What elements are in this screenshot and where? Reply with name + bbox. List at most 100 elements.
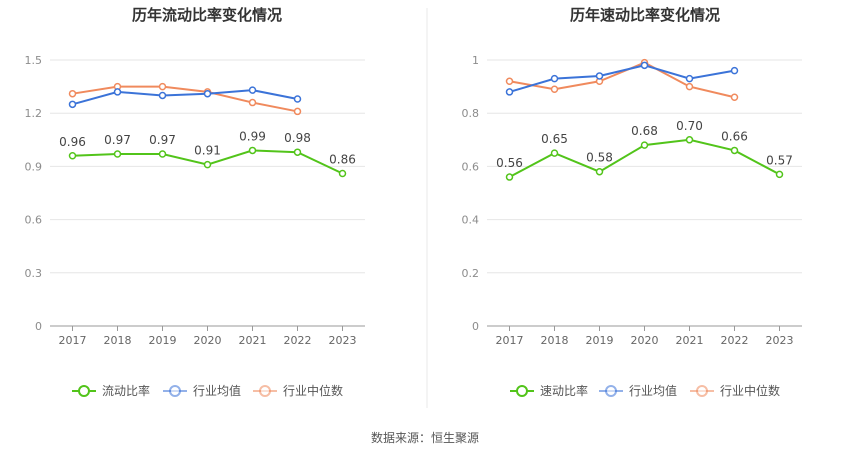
series-point	[248, 86, 257, 94]
series-line	[72, 85, 298, 113]
y-tick-label: 0.6	[462, 160, 480, 173]
series-point	[595, 72, 604, 80]
series-point	[550, 85, 559, 94]
series-point	[68, 100, 77, 109]
series-point	[685, 82, 694, 91]
x-tick-label: 2018	[104, 334, 132, 347]
x-tick-label: 2017	[59, 334, 87, 347]
legend-swatch-marker	[78, 385, 90, 397]
chart-2: 历年速动比率变化情况 0 0.2 0.4 0.6 0.8 1 2017 2018 2019 2020…	[462, 6, 802, 398]
x-tick-label: 2020	[631, 334, 659, 347]
legend-swatch-marker	[605, 385, 617, 397]
series-point	[640, 61, 649, 70]
legend-label: 流动比率	[102, 383, 150, 398]
series-point	[550, 149, 559, 157]
data-label: 0.56	[496, 156, 523, 170]
series-point	[730, 66, 739, 75]
legend-label: 速动比率	[540, 383, 588, 398]
series-point	[685, 74, 694, 83]
y-tick-label: 0.6	[25, 214, 43, 227]
data-label: 0.99	[239, 129, 266, 143]
data-label: 0.97	[149, 133, 176, 147]
series-point	[248, 146, 257, 155]
legend-swatch-marker	[259, 385, 271, 397]
series-point	[505, 88, 514, 96]
y-tick-label: 0.4	[462, 214, 480, 227]
legend-swatch-marker	[516, 385, 528, 397]
series-point	[293, 107, 302, 116]
series-point	[685, 136, 694, 144]
series-point	[68, 152, 77, 160]
y-tick-label: 0	[472, 320, 479, 333]
data-label: 0.68	[631, 124, 658, 138]
legend-item: 行业中位数	[253, 383, 343, 398]
y-tick-label: 0.9	[25, 160, 43, 173]
series-point	[730, 93, 739, 101]
data-label: 0.91	[194, 144, 221, 158]
data-label: 0.65	[541, 132, 568, 146]
y-tick-label: 1	[472, 54, 479, 67]
legend-item: 行业中位数	[690, 383, 780, 398]
y-tick-label: 0.3	[25, 267, 43, 280]
x-tick-label: 2017	[496, 334, 524, 347]
series-point	[550, 74, 559, 83]
legend-swatch-marker	[696, 385, 708, 397]
legend-item: 流动比率	[72, 383, 150, 398]
x-tick-label: 2022	[721, 334, 749, 347]
legend-item: 行业均值	[599, 383, 677, 398]
x-tick-label: 2022	[284, 334, 312, 347]
x-tick-label: 2018	[541, 334, 569, 347]
source-note: 数据来源：恒生聚源	[370, 431, 479, 445]
legend-label: 行业均值	[193, 383, 241, 398]
x-tick-label: 2021	[676, 334, 704, 347]
series-point	[158, 82, 167, 91]
series-point	[505, 173, 514, 181]
x-tick-label: 2023	[766, 334, 794, 347]
data-label: 0.58	[586, 151, 613, 165]
series-line	[72, 89, 298, 106]
series-point	[113, 88, 122, 96]
series-point	[203, 89, 212, 98]
x-tick-label: 2019	[586, 334, 614, 347]
series-line	[509, 61, 735, 99]
chart-title: 历年速动比率变化情况	[570, 6, 720, 24]
series-point	[293, 148, 302, 156]
data-label: 0.86	[329, 152, 356, 166]
data-label: 0.96	[59, 135, 86, 149]
legend-label: 行业中位数	[720, 383, 780, 398]
series-point	[775, 170, 784, 179]
series-point	[203, 160, 212, 169]
series-point	[505, 77, 514, 86]
series-point	[68, 89, 77, 98]
y-tick-label: 0.2	[462, 267, 480, 280]
y-tick-label: 0	[35, 320, 42, 333]
chart-1: 历年流动比率变化情况 0 0.3 0.6 0.9 1.2 1.5 2017 2018 2019 20…	[25, 6, 365, 398]
data-label: 0.66	[721, 129, 748, 143]
series-point	[595, 167, 604, 176]
x-tick-label: 2021	[239, 334, 267, 347]
y-tick-label: 1.2	[25, 107, 43, 120]
y-tick-label: 1.5	[25, 54, 43, 67]
series-line	[509, 64, 735, 93]
series-point	[158, 150, 167, 158]
data-label: 0.57	[766, 153, 793, 167]
series-point	[113, 150, 122, 158]
y-tick-label: 0.8	[462, 107, 480, 120]
data-label: 0.70	[676, 119, 703, 133]
legend-item: 行业均值	[163, 383, 241, 398]
series-point	[158, 91, 167, 100]
series-point	[293, 95, 302, 103]
series-point	[730, 146, 739, 155]
data-label: 0.98	[284, 131, 311, 145]
legend-label: 行业中位数	[283, 383, 343, 398]
x-tick-label: 2023	[329, 334, 357, 347]
x-tick-label: 2020	[194, 334, 222, 347]
legend-item: 速动比率	[510, 383, 588, 398]
chart-title: 历年流动比率变化情况	[132, 6, 282, 24]
legend-swatch-marker	[169, 385, 181, 397]
data-label: 0.97	[104, 133, 131, 147]
series-point	[248, 98, 257, 107]
series-point	[338, 169, 347, 178]
